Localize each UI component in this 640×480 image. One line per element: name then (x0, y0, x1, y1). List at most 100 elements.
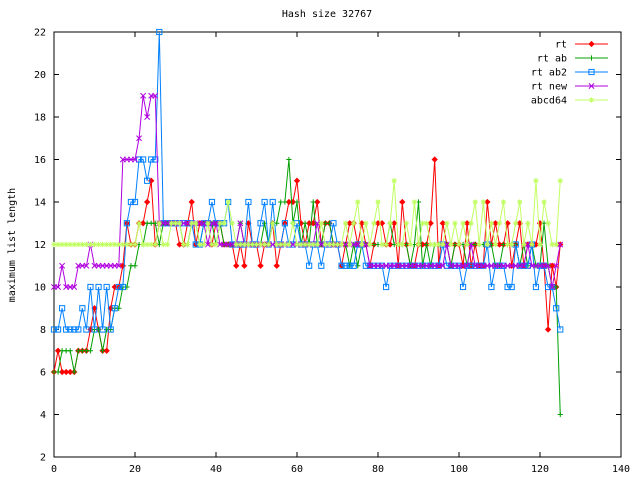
point-rt-ab2-73 (346, 262, 353, 269)
point-rt-ab2-113 (508, 283, 515, 291)
point-abcd64-107 (484, 241, 490, 248)
point-rt-65 (314, 198, 321, 206)
point-abcd64-13 (104, 241, 110, 248)
point-abcd64-90 (415, 241, 422, 248)
point-abcd64-121 (541, 199, 547, 205)
point-rt-new-40 (213, 220, 219, 227)
point-abcd64-71 (338, 241, 345, 248)
point-abcd64-65 (314, 241, 320, 248)
point-rt-123 (548, 262, 556, 269)
point-abcd64-18 (124, 241, 130, 248)
point-rt-ab2-51 (257, 220, 264, 227)
point-abcd64-3 (63, 241, 69, 248)
y-tick-label-0: 2 (40, 453, 46, 464)
point-abcd64-109 (492, 241, 499, 248)
point-rt-ab2-0 (50, 326, 58, 333)
x-tick-label-1: 20 (129, 464, 141, 475)
series-layer (50, 28, 564, 418)
point-abcd64-83 (387, 220, 393, 226)
point-abcd64-51 (257, 241, 264, 248)
point-abcd64-35 (193, 220, 199, 226)
point-abcd64-77 (363, 220, 369, 226)
point-abcd64-123 (549, 241, 555, 248)
point-rt-ab-5 (71, 369, 77, 375)
point-abcd64-20 (132, 241, 138, 248)
point-abcd64-68 (326, 241, 332, 248)
point-rt-new-116 (520, 262, 527, 269)
point-rt-new-1 (55, 284, 62, 290)
point-rt-ab2-9 (87, 283, 94, 291)
point-abcd64-42 (221, 220, 227, 226)
point-abcd64-16 (116, 241, 122, 248)
point-rt-ab2-20 (131, 198, 139, 206)
point-abcd64-46 (237, 241, 243, 248)
point-abcd64-111 (500, 199, 507, 205)
point-rt-new-21 (136, 135, 143, 142)
point-rt-4 (67, 368, 74, 376)
point-rt-ab-4 (67, 348, 73, 354)
point-abcd64-62 (302, 241, 308, 248)
point-rt-ab2-11 (95, 283, 102, 291)
point-rt-ab2-26 (156, 28, 163, 36)
point-rt-ab2-7 (79, 305, 86, 312)
point-abcd64-10 (91, 241, 98, 248)
point-rt-new-16 (115, 262, 122, 269)
y-tick-label-3: 8 (40, 325, 46, 336)
point-abcd64-92 (424, 220, 430, 226)
point-abcd64-52 (262, 241, 268, 248)
point-rt-ab2-17 (119, 283, 126, 291)
point-abcd64-11 (95, 241, 102, 248)
point-abcd64-78 (367, 241, 373, 248)
x-tick-label-3: 60 (291, 464, 303, 475)
point-rt-ab2-112 (504, 283, 511, 291)
point-abcd64-8 (83, 241, 89, 248)
point-rt-ab2-77 (362, 262, 369, 269)
x-tick-label-0: 0 (51, 464, 57, 475)
point-abcd64-58 (286, 241, 292, 248)
point-rt-51 (257, 262, 264, 269)
point-abcd64-97 (444, 220, 450, 226)
point-abcd64-24 (148, 241, 154, 248)
point-rt-47 (241, 262, 248, 269)
point-rt-13 (103, 347, 110, 354)
point-rt-ab2-66 (318, 262, 325, 269)
point-abcd64-85 (395, 241, 401, 248)
point-abcd64-23 (144, 241, 150, 248)
point-abcd64-94 (432, 241, 438, 248)
point-rt-ab2-54 (269, 198, 276, 206)
point-rt-ab2-4 (67, 326, 74, 333)
point-abcd64-33 (185, 241, 191, 248)
point-rt-new-8 (83, 262, 90, 269)
point-abcd64-22 (140, 241, 146, 248)
point-abcd64-88 (407, 241, 413, 248)
point-rt-ab2-1 (54, 326, 62, 333)
point-rt-new-123 (549, 284, 556, 290)
point-abcd64-47 (241, 241, 247, 248)
point-rt-ab-12 (100, 348, 106, 354)
point-rt-ab2-21 (135, 156, 143, 163)
legend-marker-rt-ab (588, 55, 595, 61)
point-rt-new-23 (144, 114, 151, 120)
point-abcd64-43 (225, 199, 231, 205)
point-abcd64-32 (181, 241, 187, 248)
point-abcd64-110 (496, 220, 503, 226)
y-tick-label-2: 6 (40, 368, 46, 379)
point-rt-ab2-39 (208, 198, 216, 206)
point-abcd64-27 (160, 241, 166, 248)
point-abcd64-103 (468, 220, 474, 226)
point-abcd64-15 (112, 241, 118, 248)
point-abcd64-12 (100, 241, 106, 248)
point-abcd64-54 (270, 220, 276, 226)
point-abcd64-84 (391, 178, 397, 184)
point-rt-ab2-14 (107, 326, 114, 333)
point-abcd64-7 (79, 241, 85, 248)
point-rt-ab-62 (302, 220, 308, 226)
point-abcd64-39 (209, 241, 215, 248)
point-rt-new-122 (545, 262, 552, 269)
point-rt-3 (62, 368, 70, 376)
point-abcd64-57 (282, 241, 288, 248)
point-abcd64-117 (525, 220, 531, 226)
x-tick-label-5: 100 (450, 464, 468, 475)
legend-marker-rt-new (588, 83, 595, 89)
point-rt-109 (492, 220, 499, 227)
